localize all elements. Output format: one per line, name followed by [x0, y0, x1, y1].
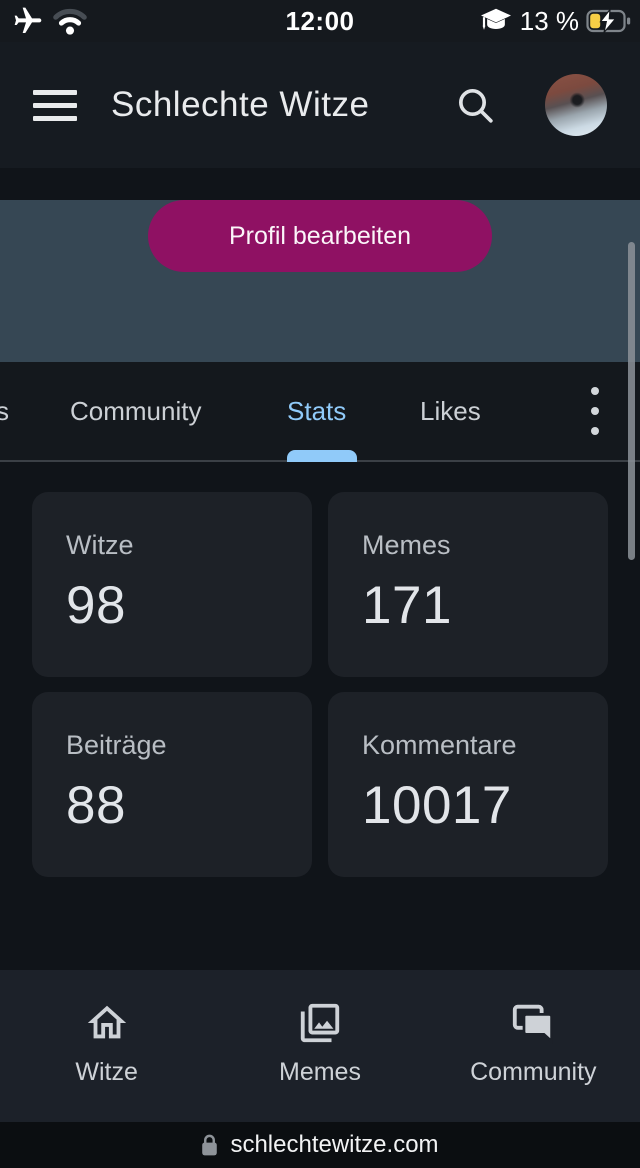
nav-label: Witze: [75, 1058, 138, 1086]
stat-card-memes: Memes 171: [328, 492, 608, 677]
tab-partial[interactable]: s: [0, 395, 9, 426]
status-time: 12:00: [285, 5, 355, 36]
stat-card-witze: Witze 98: [32, 492, 312, 677]
stats-panel: Witze 98 Memes 171 Beiträge 88 Kommentar…: [0, 462, 640, 970]
battery-percent: 13 %: [519, 5, 579, 36]
stat-value: 98: [66, 576, 126, 635]
lock-icon: [201, 1133, 218, 1157]
page-title: Schlechte Witze: [111, 85, 370, 124]
airplane-icon: [12, 5, 44, 37]
nav-item-memes[interactable]: Memes: [213, 970, 426, 1122]
home-icon: [84, 1000, 130, 1046]
nav-item-community[interactable]: Community: [427, 970, 640, 1122]
profile-hero: Profil bearbeiten: [0, 200, 640, 362]
bottom-nav: Witze Memes Community: [0, 970, 640, 1122]
active-tab-indicator: [287, 450, 357, 462]
graduation-cap-icon: [479, 6, 513, 36]
status-bar: 12:00 13 %: [0, 0, 640, 42]
stat-value: 88: [66, 776, 126, 835]
nav-label: Community: [470, 1058, 597, 1086]
stat-label: Witze: [66, 530, 134, 560]
browser-url-bar[interactable]: schlechtewitze.com: [0, 1122, 640, 1168]
avatar[interactable]: [545, 74, 607, 136]
app-header: Schlechte Witze: [0, 42, 640, 168]
stat-label: Beiträge: [66, 730, 167, 760]
stat-value: 171: [362, 576, 452, 635]
forum-icon: [510, 1000, 556, 1046]
url-text: schlechtewitze.com: [230, 1131, 439, 1158]
more-vert-icon[interactable]: [580, 362, 610, 460]
tab-community[interactable]: Community: [70, 395, 202, 426]
edit-profile-button[interactable]: Profil bearbeiten: [148, 200, 492, 272]
stat-value: 10017: [362, 776, 512, 835]
tab-stats[interactable]: Stats: [287, 395, 347, 426]
nav-label: Memes: [279, 1058, 361, 1086]
search-icon[interactable]: [455, 85, 495, 125]
wifi-icon: [52, 6, 88, 36]
battery-charging-icon: [586, 8, 632, 34]
stat-card-kommentare: Kommentare 10017: [328, 692, 608, 877]
stat-card-beitraege: Beiträge 88: [32, 692, 312, 877]
profile-tab-bar: s Community Stats Likes: [0, 362, 640, 462]
tab-likes[interactable]: Likes: [420, 395, 481, 426]
menu-icon[interactable]: [33, 89, 77, 121]
scrollbar[interactable]: [628, 242, 635, 560]
stat-label: Memes: [362, 530, 451, 560]
stat-label: Kommentare: [362, 730, 517, 760]
nav-item-witze[interactable]: Witze: [0, 970, 213, 1122]
photo-library-icon: [297, 1000, 343, 1046]
